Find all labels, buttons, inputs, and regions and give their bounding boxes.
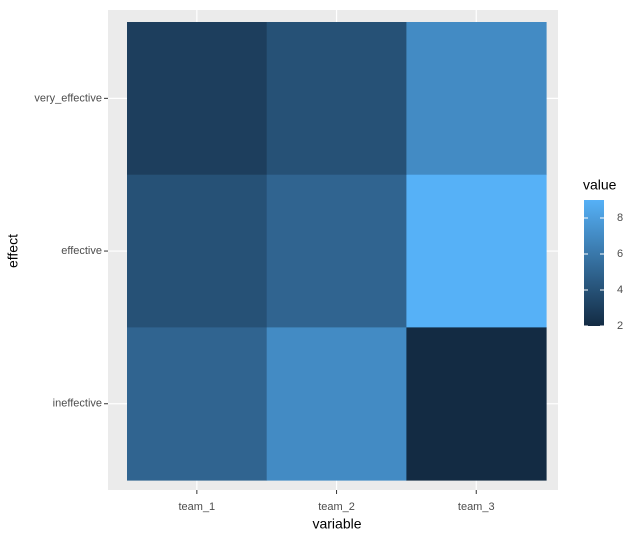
colorbar (584, 200, 604, 326)
tile (127, 327, 268, 481)
tile (127, 174, 268, 328)
tile (127, 22, 268, 176)
colorbar-label: 8 (617, 212, 623, 224)
tile (266, 22, 407, 176)
colorbar-label: 2 (617, 320, 623, 332)
tile (266, 174, 407, 328)
tile (406, 327, 547, 481)
x-tick-label: team_2 (318, 501, 355, 513)
x-tick-label: team_3 (458, 501, 495, 513)
y-tick-label: very_effective (34, 92, 102, 104)
x-axis-title: variable (312, 516, 361, 532)
colorbar-label: 4 (617, 284, 623, 296)
tile (406, 174, 547, 328)
y-tick-label: effective (61, 245, 102, 257)
legend-title: value (583, 177, 617, 193)
y-axis-title: effect (5, 234, 21, 268)
x-tick-label: team_1 (178, 501, 215, 513)
y-tick-label: ineffective (53, 398, 102, 410)
colorbar-label: 6 (617, 248, 623, 260)
tile (266, 327, 407, 481)
tile (406, 22, 547, 176)
